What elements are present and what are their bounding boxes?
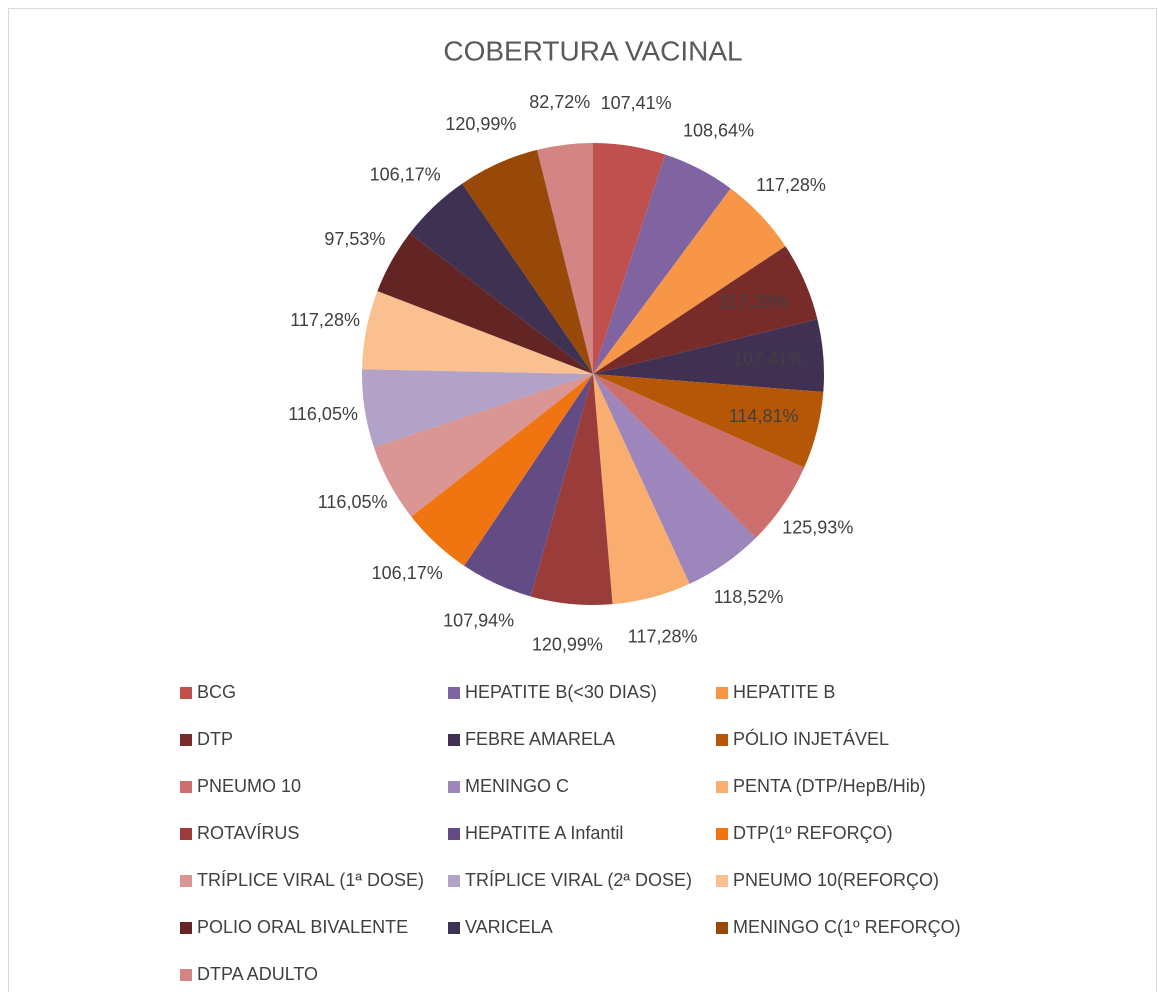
legend-label: TRÍPLICE VIRAL (1ª DOSE)	[197, 870, 424, 890]
legend-label: ROTAVÍRUS	[197, 823, 299, 843]
legend-label: POLIO ORAL BIVALENTE	[197, 917, 408, 937]
data-label: 118,52%	[714, 587, 784, 607]
legend-swatch	[716, 922, 728, 934]
legend-swatch	[180, 687, 192, 699]
legend-swatch	[180, 781, 192, 793]
legend-swatch	[180, 922, 192, 934]
pie-slice	[537, 143, 593, 374]
data-label: 107,41%	[601, 93, 672, 113]
legend-swatch	[716, 734, 728, 746]
legend-label: VARICELA	[465, 917, 553, 937]
data-label: 108,64%	[683, 120, 754, 140]
data-label: 97,53%	[324, 229, 385, 249]
legend-label: HEPATITE B(<30 DIAS)	[465, 682, 657, 702]
data-label: 114,81%	[729, 406, 799, 426]
legend-label: DTP	[197, 729, 233, 749]
legend-swatch	[716, 687, 728, 699]
pie-slice	[411, 374, 593, 566]
data-label: 125,93%	[782, 518, 853, 538]
legend-label: PNEUMO 10(REFORÇO)	[733, 870, 939, 890]
data-label: 107,41%	[733, 349, 804, 369]
pie-slice	[377, 233, 593, 374]
pie-slice	[593, 374, 805, 538]
legend-label: TRÍPLICE VIRAL (2ª DOSE)	[465, 870, 692, 890]
data-label: 82,72%	[529, 92, 590, 112]
legend-label: PÓLIO INJETÁVEL	[733, 728, 889, 749]
legend-label: FEBRE AMARELA	[465, 729, 615, 749]
data-label: 117,28%	[719, 292, 789, 312]
data-label: 116,05%	[318, 492, 388, 512]
pie-slice	[462, 149, 593, 374]
pie-slice	[593, 319, 824, 393]
pie-slice	[530, 374, 613, 606]
data-label: 117,28%	[756, 175, 826, 195]
pie-slice	[593, 374, 756, 584]
legend-swatch	[180, 969, 192, 981]
legend-swatch	[716, 875, 728, 887]
legend-label: PNEUMO 10	[197, 776, 301, 796]
data-label: 120,99%	[532, 635, 603, 655]
data-label: 107,94%	[443, 611, 514, 631]
data-label: 117,28%	[628, 627, 698, 647]
legend-swatch	[448, 875, 460, 887]
legend-swatch	[180, 875, 192, 887]
legend-label: BCG	[197, 682, 236, 702]
data-label: 116,05%	[288, 404, 358, 424]
pie-slice	[593, 374, 690, 605]
legend-swatch	[448, 734, 460, 746]
legend-swatch	[448, 922, 460, 934]
pie-slice	[593, 246, 818, 374]
pie-slice	[464, 374, 593, 597]
legend-label: MENINGO C	[465, 776, 569, 796]
legend-swatch	[716, 781, 728, 793]
legend-label: HEPATITE A Infantil	[465, 823, 623, 843]
pie-slice	[593, 154, 731, 374]
data-label: 106,17%	[372, 563, 443, 583]
legend-label: DTP(1º REFORÇO)	[733, 823, 893, 843]
legend-swatch	[448, 781, 460, 793]
legend-swatch	[448, 687, 460, 699]
legend-label: HEPATITE B	[733, 682, 835, 702]
pie-slice	[361, 369, 593, 448]
legend-swatch	[448, 828, 460, 840]
legend-swatch	[716, 828, 728, 840]
pie-slice	[409, 183, 593, 374]
legend-label: MENINGO C(1º REFORÇO)	[733, 917, 961, 937]
legend-label: PENTA (DTP/HepB/Hib)	[733, 776, 926, 796]
pie-slice	[593, 374, 824, 468]
chart-title: COBERTURA VACINAL	[443, 35, 742, 66]
legend-label: DTPA ADULTO	[197, 964, 318, 984]
legend-swatch	[180, 828, 192, 840]
data-label: 120,99%	[445, 114, 516, 134]
data-label: 117,28%	[290, 310, 360, 330]
pie-slice	[593, 143, 666, 374]
data-label: 106,17%	[370, 165, 441, 185]
legend-swatch	[180, 734, 192, 746]
pie-slice	[362, 291, 593, 374]
pie-slice	[373, 374, 593, 517]
pie-slice	[593, 188, 786, 374]
chart-border	[8, 8, 1157, 992]
